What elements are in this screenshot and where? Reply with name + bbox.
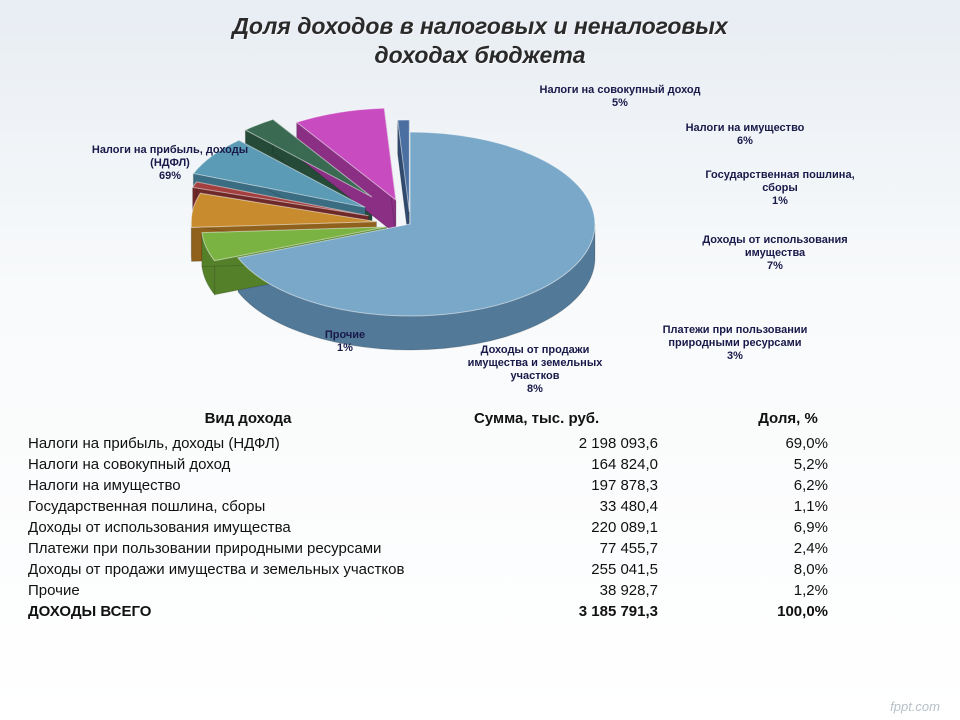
slice-label: Доходы от использованияимущества7% xyxy=(675,234,875,274)
cell-amount: 33 480,4 xyxy=(468,498,698,515)
cell-amount: 255 041,5 xyxy=(468,561,698,578)
cell-share: 6,9% xyxy=(698,519,878,536)
cell-share: 8,0% xyxy=(698,561,878,578)
table-row: Государственная пошлина, сборы33 480,41,… xyxy=(28,496,932,517)
cell-amount: 2 198 093,6 xyxy=(468,435,698,452)
cell-amount: 38 928,7 xyxy=(468,582,698,599)
cell-amount: 164 824,0 xyxy=(468,456,698,473)
cell-type: Налоги на совокупный доход xyxy=(28,456,468,473)
slice-label: Государственная пошлина,сборы1% xyxy=(680,169,880,209)
slice-label: Платежи при пользованииприродными ресурс… xyxy=(630,324,840,364)
slice-label: Налоги на прибыль, доходы(НДФЛ)69% xyxy=(70,144,270,184)
cell-type: Налоги на прибыль, доходы (НДФЛ) xyxy=(28,435,468,452)
cell-share: 6,2% xyxy=(698,477,878,494)
title-line1: Доля доходов в налоговых и неналоговых xyxy=(232,13,727,39)
cell-type: Платежи при пользовании природными ресур… xyxy=(28,540,468,557)
income-table: Вид дохода Сумма, тыс. руб. Доля, % Нало… xyxy=(28,404,932,622)
cell-type: Доходы от продажи имущества и земельных … xyxy=(28,561,468,578)
pie-chart: Налоги на прибыль, доходы(НДФЛ)69% Налоги… xyxy=(0,74,960,404)
slice-label: Налоги на имущество6% xyxy=(660,122,830,148)
cell-amount: 3 185 791,3 xyxy=(468,603,698,620)
slice-label: Прочие1% xyxy=(300,329,390,355)
cell-amount: 220 089,1 xyxy=(468,519,698,536)
cell-share: 69,0% xyxy=(698,435,878,452)
slice-label: Доходы от продажиимущества и земельныхуч… xyxy=(430,344,640,397)
slice-label: Налоги на совокупный доход5% xyxy=(520,84,720,110)
table-row: Прочие38 928,71,2% xyxy=(28,580,932,601)
cell-type: Прочие xyxy=(28,582,468,599)
col-type: Вид дохода xyxy=(28,410,468,427)
table-total-row: ДОХОДЫ ВСЕГО3 185 791,3100,0% xyxy=(28,601,932,622)
col-amount: Сумма, тыс. руб. xyxy=(468,410,698,427)
cell-share: 1,1% xyxy=(698,498,878,515)
table-row: Доходы от продажи имущества и земельных … xyxy=(28,559,932,580)
table-row: Налоги на имущество197 878,36,2% xyxy=(28,475,932,496)
table-row: Платежи при пользовании природными ресур… xyxy=(28,538,932,559)
title-line2: доходах бюджета xyxy=(374,42,585,68)
page-title: Доля доходов в налоговых и неналоговых д… xyxy=(0,0,960,74)
table-row: Налоги на прибыль, доходы (НДФЛ)2 198 09… xyxy=(28,433,932,454)
cell-amount: 197 878,3 xyxy=(468,477,698,494)
watermark: fppt.com xyxy=(890,699,940,714)
table-row: Налоги на совокупный доход164 824,05,2% xyxy=(28,454,932,475)
cell-share: 100,0% xyxy=(698,603,878,620)
cell-type: Налоги на имущество xyxy=(28,477,468,494)
cell-share: 5,2% xyxy=(698,456,878,473)
cell-amount: 77 455,7 xyxy=(468,540,698,557)
cell-type: Государственная пошлина, сборы xyxy=(28,498,468,515)
col-share: Доля, % xyxy=(698,410,878,427)
cell-share: 2,4% xyxy=(698,540,878,557)
cell-type: Доходы от использования имущества xyxy=(28,519,468,536)
cell-share: 1,2% xyxy=(698,582,878,599)
table-row: Доходы от использования имущества220 089… xyxy=(28,517,932,538)
cell-type: ДОХОДЫ ВСЕГО xyxy=(28,603,468,620)
